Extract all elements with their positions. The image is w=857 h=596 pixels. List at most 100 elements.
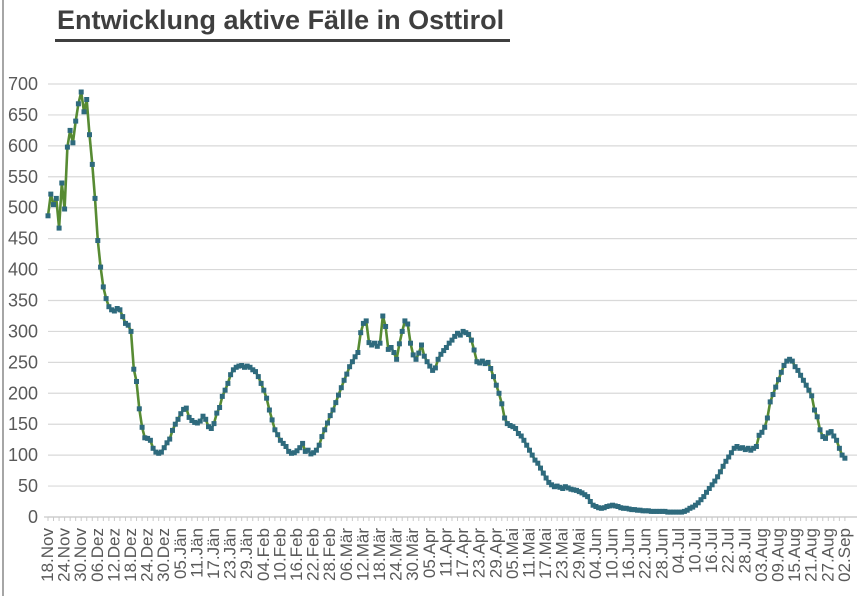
data-point-marker [496, 390, 502, 396]
data-point-marker [150, 445, 156, 451]
data-point-marker [203, 416, 209, 422]
data-point-marker [48, 191, 54, 197]
data-point-marker [349, 359, 355, 365]
data-line [46, 90, 847, 514]
data-point-marker [192, 419, 198, 425]
data-point-marker [601, 505, 607, 511]
data-point-marker [817, 427, 823, 433]
y-axis-tick-label: 250 [8, 352, 38, 372]
x-axis-tick-label: 24.Nov [55, 528, 74, 582]
x-axis-tick-label: 05.Jän [171, 528, 190, 579]
data-point-marker [466, 332, 472, 337]
data-point-marker [377, 340, 383, 346]
data-point-marker [535, 460, 541, 466]
data-point-marker [762, 424, 768, 430]
data-point-marker [131, 366, 137, 372]
x-axis-tick-label: 27.Aug [818, 528, 837, 582]
data-point-marker [228, 372, 234, 378]
data-point-marker [206, 424, 211, 430]
data-point-marker [834, 437, 840, 443]
data-point-marker [358, 330, 364, 336]
x-axis-tick-label: 11.Mai [519, 528, 538, 578]
data-point-marker [576, 489, 582, 495]
data-point-marker [421, 353, 427, 359]
data-point-marker [565, 485, 571, 491]
data-point-marker [89, 161, 95, 167]
data-point-marker [109, 307, 115, 313]
data-point-marker [269, 417, 275, 423]
data-point-marker [515, 431, 521, 436]
data-point-marker [756, 432, 762, 438]
x-axis-tick-label: 29.Jän [237, 528, 256, 579]
data-point-marker [181, 406, 187, 412]
data-point-marker [709, 482, 715, 488]
data-point-marker [81, 109, 87, 115]
data-point-marker [322, 427, 328, 433]
x-axis-tick-label: 17.Mai [536, 528, 555, 579]
data-point-marker [457, 332, 463, 338]
data-point-marker [172, 421, 178, 427]
data-point-marker [715, 474, 721, 480]
data-point-marker [239, 363, 245, 368]
data-point-marker [728, 450, 734, 456]
x-axis-tick-label: 23.Mai [553, 528, 572, 579]
data-point-marker [147, 437, 153, 443]
data-point-marker [230, 367, 236, 373]
x-axis-tick-label: 10.Jun [602, 528, 621, 579]
data-point-marker [219, 393, 225, 399]
data-point-marker [626, 506, 632, 512]
data-point-marker [142, 435, 148, 441]
data-point-marker [186, 414, 192, 420]
data-point-marker [416, 350, 422, 356]
data-point-marker [100, 284, 106, 290]
data-point-marker [662, 508, 668, 514]
data-point-marker [330, 407, 336, 413]
x-axis-tick-label: 04.Jun [586, 528, 605, 579]
data-point-marker [759, 429, 765, 435]
data-point-marker [471, 347, 477, 353]
data-point-marker [120, 314, 126, 320]
data-point-marker [111, 308, 117, 314]
data-point-marker [610, 502, 615, 508]
data-point-marker [657, 508, 662, 514]
y-axis-tick-label: 350 [8, 291, 38, 311]
data-point-marker [806, 387, 812, 393]
data-point-marker [488, 366, 494, 371]
data-point-marker [363, 318, 369, 324]
x-axis-tick-label: 17.Jän [204, 528, 223, 579]
x-axis-tick-label: 10.Feb [270, 528, 289, 581]
data-point-marker [538, 465, 543, 471]
data-point-marker [443, 345, 449, 350]
data-point-marker [200, 413, 206, 419]
data-point-marker [380, 313, 386, 319]
x-axis-tick-label: 22.Feb [304, 528, 323, 581]
data-point-marker [355, 350, 361, 355]
data-point-marker [103, 296, 109, 302]
data-point-marker [197, 418, 203, 424]
data-point-marker [623, 505, 629, 511]
x-axis-tick-label: 09.Aug [768, 528, 787, 582]
data-point-marker [651, 508, 657, 514]
data-point-marker [479, 358, 485, 364]
x-axis-tick-label: 11.Jän [187, 528, 206, 578]
data-point-marker [391, 350, 397, 355]
data-point-marker [842, 455, 848, 461]
data-point-marker [621, 505, 626, 511]
data-point-marker [787, 356, 793, 362]
data-point-marker [333, 400, 339, 406]
data-point-marker [706, 486, 712, 491]
data-point-marker [485, 359, 491, 365]
data-point-marker [261, 387, 267, 393]
data-point-marker [820, 434, 826, 440]
data-point-marker [123, 320, 128, 326]
data-point-marker [427, 363, 433, 369]
data-point-marker [183, 405, 189, 411]
data-point-marker [441, 348, 447, 354]
data-point-marker [679, 509, 685, 515]
data-point-marker [352, 354, 358, 360]
data-point-marker [670, 509, 676, 515]
data-point-marker [764, 415, 770, 421]
data-point-marker [784, 358, 790, 364]
data-point-marker [106, 304, 112, 310]
chart-title: Entwicklung aktive Fälle in Osttirol [55, 5, 511, 42]
